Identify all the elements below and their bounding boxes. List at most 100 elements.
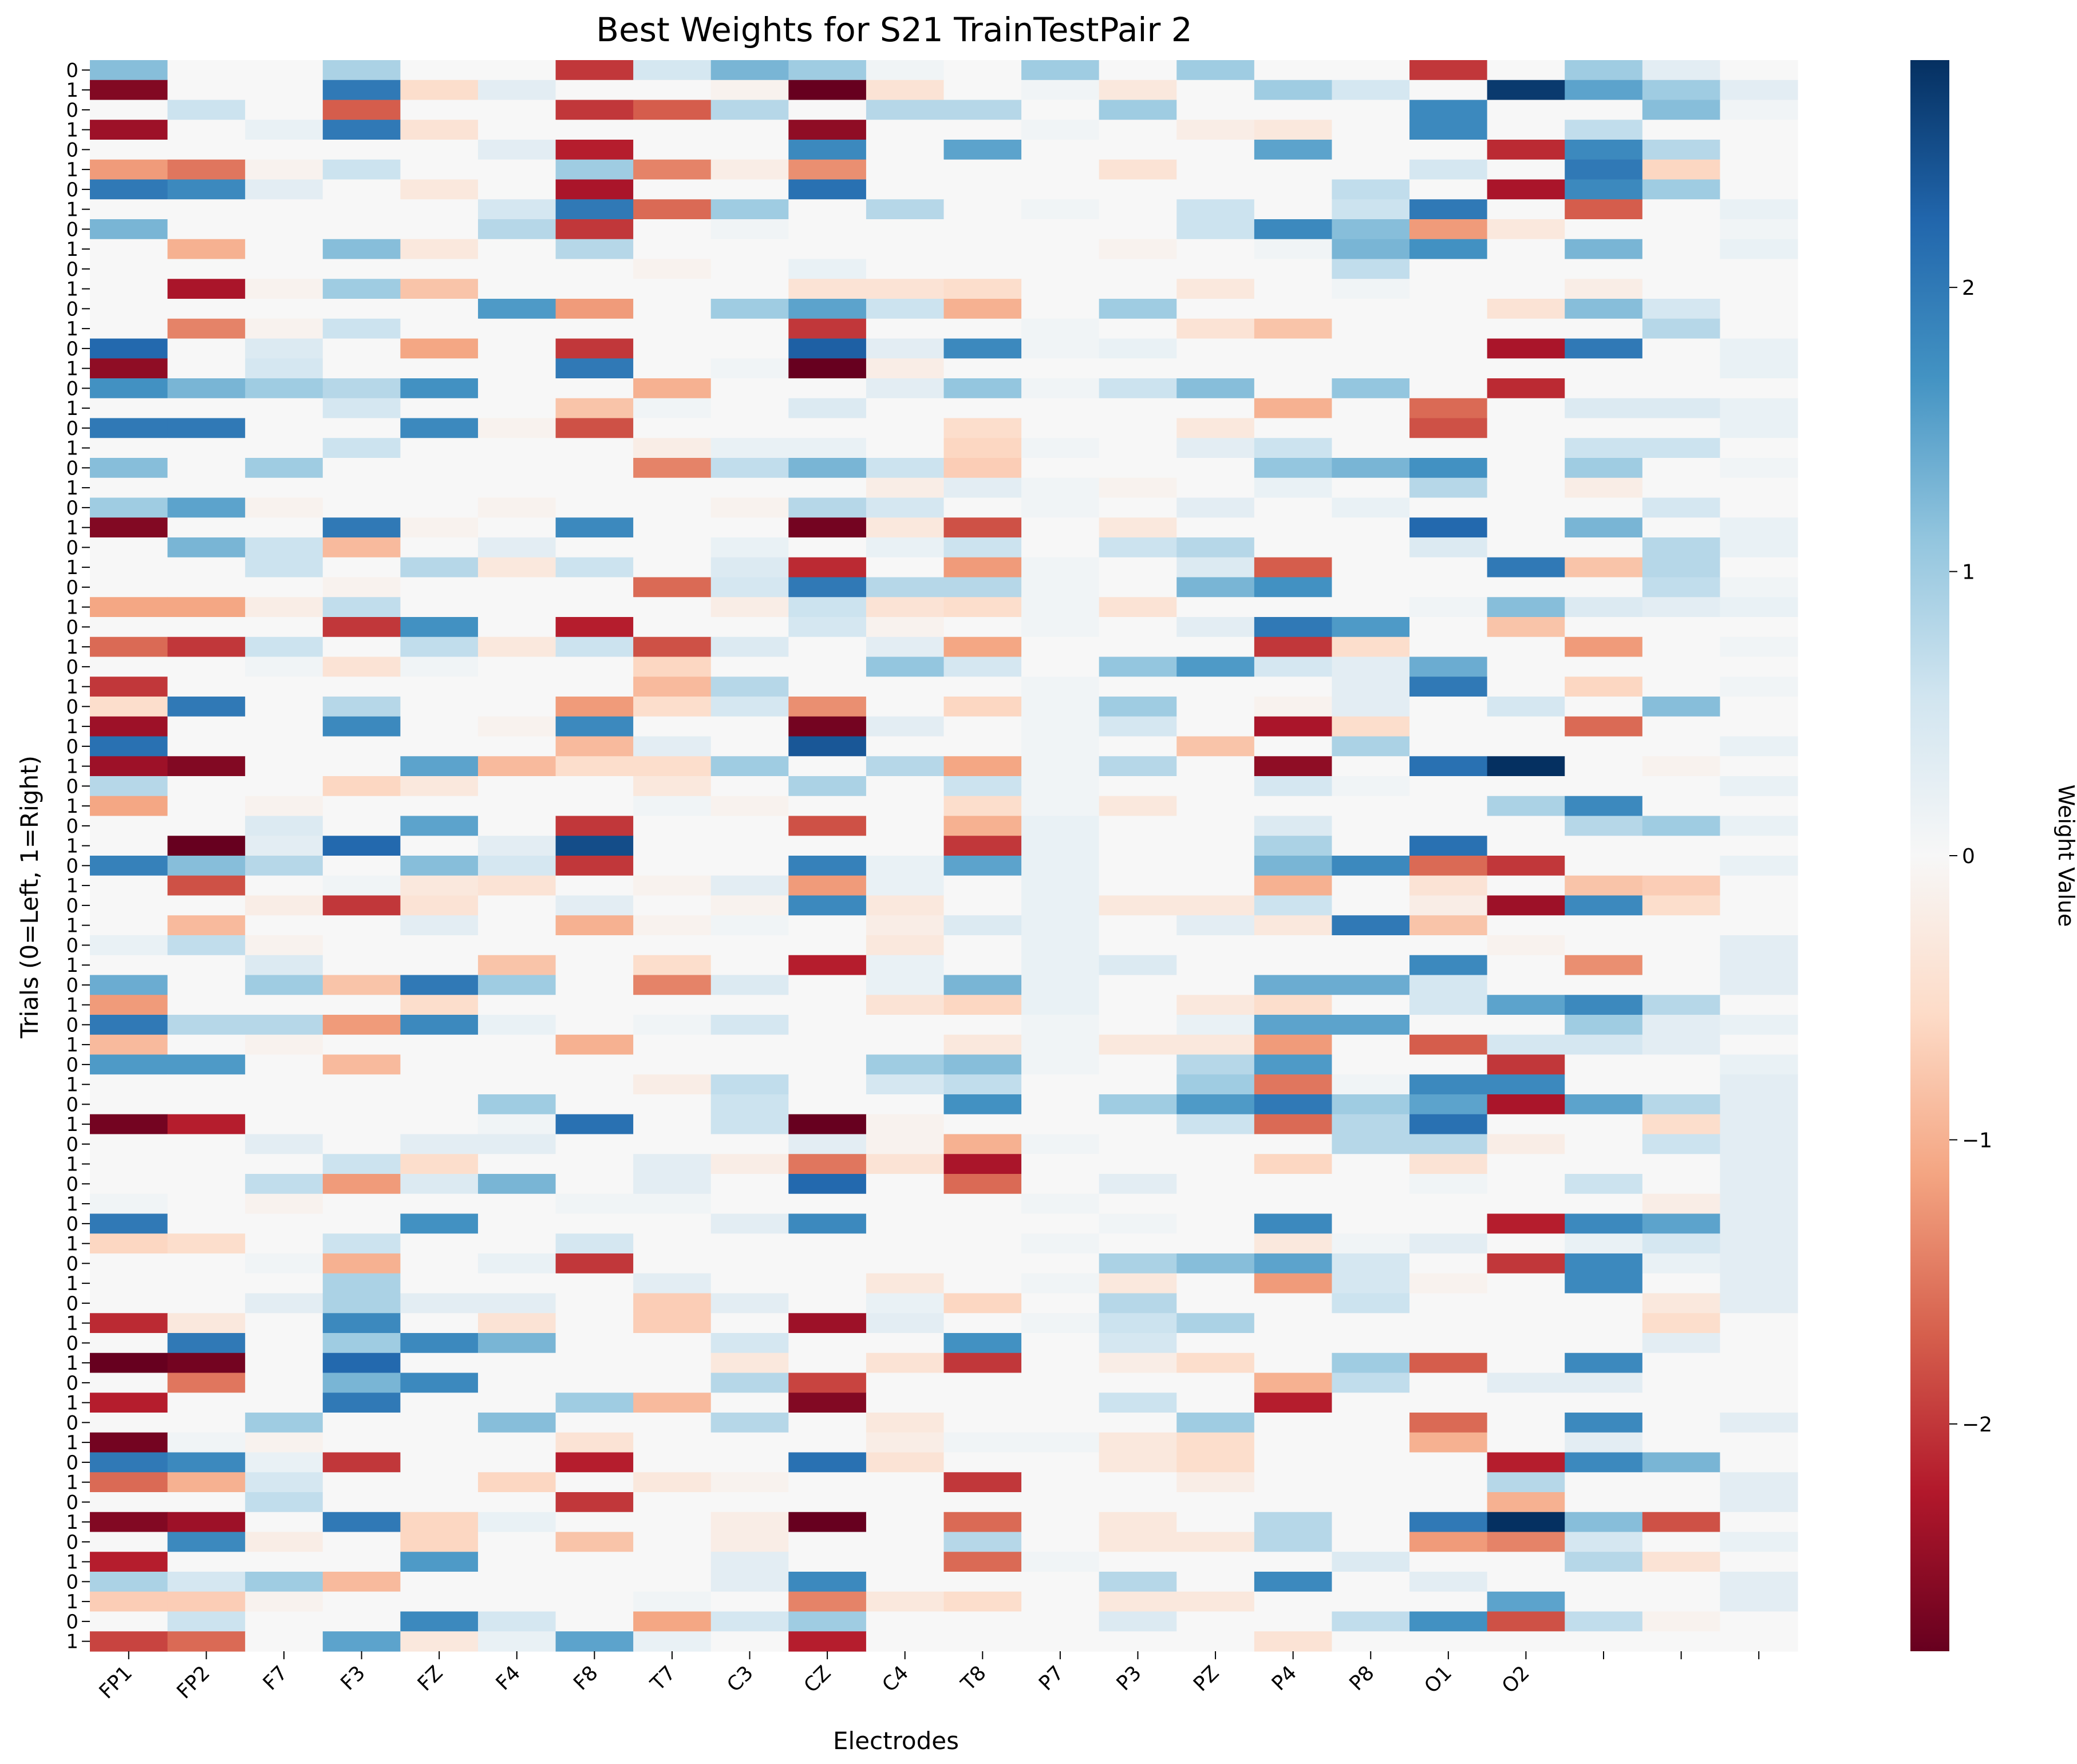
heatmap-cell xyxy=(1565,80,1643,101)
heatmap-cell xyxy=(245,1074,323,1095)
heatmap-cell xyxy=(167,796,246,817)
heatmap-cell xyxy=(943,318,1022,339)
heatmap-cell xyxy=(167,656,246,677)
heatmap-cell xyxy=(1409,1333,1488,1354)
heatmap-cell xyxy=(1487,517,1565,538)
heatmap-cell xyxy=(245,497,323,518)
heatmap-cell xyxy=(633,1373,712,1393)
heatmap-cell xyxy=(1409,1552,1488,1572)
heatmap-cell xyxy=(167,995,246,1015)
heatmap-cell xyxy=(866,677,945,697)
heatmap-cell xyxy=(1176,1114,1255,1135)
heatmap-cell xyxy=(1487,537,1565,558)
heatmap-cell xyxy=(1565,796,1643,817)
heatmap-cell xyxy=(477,875,556,896)
heatmap-cell xyxy=(1487,1154,1565,1174)
heatmap-cell xyxy=(167,736,246,757)
heatmap-cell xyxy=(245,398,323,419)
heatmap-cell xyxy=(1409,1452,1488,1473)
heatmap-cell xyxy=(90,995,168,1015)
heatmap-cell xyxy=(167,1393,246,1413)
heatmap-cell xyxy=(1565,895,1643,916)
heatmap-cell xyxy=(1409,1492,1488,1513)
heatmap-cell xyxy=(1332,1193,1410,1215)
heatmap-cell xyxy=(1487,398,1565,419)
heatmap-cell xyxy=(1487,1631,1565,1652)
heatmap-cell xyxy=(1565,656,1643,677)
heatmap-cell xyxy=(90,438,168,458)
heatmap-cell xyxy=(167,1233,246,1254)
heatmap-cell xyxy=(322,557,401,578)
heatmap-cell xyxy=(866,796,945,817)
x-tick-label: P4 xyxy=(1267,1662,1301,1695)
heatmap-cell xyxy=(710,875,789,896)
heatmap-cell xyxy=(633,1134,712,1154)
heatmap-cell xyxy=(1409,1313,1488,1334)
heatmap-cell xyxy=(1565,1074,1643,1095)
heatmap-cell xyxy=(1254,179,1333,200)
heatmap-cell xyxy=(1565,1373,1643,1393)
heatmap-cell xyxy=(245,636,323,658)
heatmap-cell xyxy=(710,1373,789,1393)
heatmap-cell xyxy=(245,318,323,339)
heatmap-cell xyxy=(90,1074,168,1095)
heatmap-cell xyxy=(1642,517,1721,538)
heatmap-cell xyxy=(1487,995,1565,1015)
heatmap-cell xyxy=(322,378,401,399)
heatmap-cell xyxy=(943,1352,1022,1374)
heatmap-cell xyxy=(1332,1432,1410,1453)
heatmap-cell xyxy=(167,179,246,200)
heatmap-cell xyxy=(788,517,867,538)
heatmap-cell xyxy=(633,716,712,737)
heatmap-cell xyxy=(167,1333,246,1354)
heatmap-cell xyxy=(167,856,246,876)
heatmap-cell xyxy=(943,219,1022,240)
x-tick-label: P7 xyxy=(1034,1662,1068,1695)
heatmap-cell xyxy=(1642,1552,1721,1572)
heatmap-cell xyxy=(1642,557,1721,578)
heatmap-cell xyxy=(477,1213,556,1234)
heatmap-cell xyxy=(1176,1154,1255,1174)
heatmap-cell xyxy=(1021,477,1100,499)
heatmap-cell xyxy=(322,1393,401,1413)
heatmap-cell xyxy=(322,1193,401,1215)
heatmap-cell xyxy=(477,179,556,200)
heatmap-cell xyxy=(1565,1114,1643,1135)
heatmap-cell xyxy=(477,1512,556,1533)
heatmap-cell xyxy=(788,378,867,399)
heatmap-cell xyxy=(477,617,556,638)
heatmap-cell xyxy=(710,1333,789,1354)
heatmap-cell xyxy=(1099,458,1177,478)
heatmap-cell xyxy=(788,1054,867,1075)
heatmap-cell xyxy=(400,219,479,240)
heatmap-cell xyxy=(400,418,479,438)
heatmap-cell xyxy=(1099,1233,1177,1254)
heatmap-cell xyxy=(1642,1054,1721,1075)
heatmap-cell xyxy=(555,577,634,598)
heatmap-cell xyxy=(167,816,246,836)
heatmap-cell xyxy=(1409,1193,1488,1215)
heatmap-cell xyxy=(1409,836,1488,856)
heatmap-cell xyxy=(1720,378,1798,399)
heatmap-cell xyxy=(788,656,867,677)
heatmap-cell xyxy=(1409,179,1488,200)
heatmap-cell xyxy=(477,239,556,260)
x-axis: FP1 FP2 F7 F3 FZ F4 F8 T7 C3 CZ C4 T8 P7 P3 PZ P4 P8 O1 O2 xyxy=(95,1651,1760,1703)
heatmap-cell xyxy=(90,358,168,379)
heatmap-cell xyxy=(1409,458,1488,478)
heatmap-cell xyxy=(1565,1253,1643,1274)
heatmap-cell xyxy=(1487,597,1565,618)
heatmap-cell xyxy=(1565,1213,1643,1234)
heatmap-cell xyxy=(1021,577,1100,598)
heatmap-cell xyxy=(788,796,867,817)
heatmap-cell xyxy=(1565,279,1643,299)
heatmap-cell xyxy=(1176,497,1255,518)
heatmap-cell xyxy=(322,1094,401,1115)
x-tick-label: P3 xyxy=(1112,1662,1146,1695)
colorbar-tick-label: 1 xyxy=(1962,561,1975,584)
heatmap-cell xyxy=(90,140,168,160)
heatmap-cell xyxy=(555,60,634,81)
heatmap-cell xyxy=(245,438,323,458)
heatmap-cell xyxy=(943,1373,1022,1393)
x-tick-label: F7 xyxy=(259,1662,292,1695)
